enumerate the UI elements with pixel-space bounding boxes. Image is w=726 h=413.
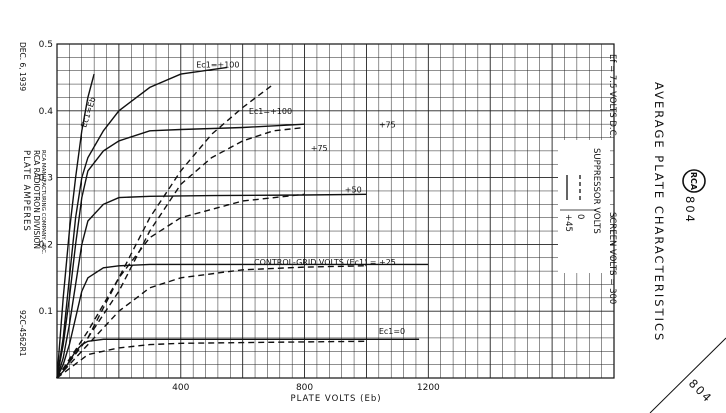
curve-dashed-10 [56, 340, 367, 379]
x-tick-label: 1200 [417, 383, 440, 393]
filament-conditions: Ef = 7.5 VOLTS D.C. [607, 54, 617, 138]
chart-curve-labels: Ec1=+100 Ec1=+100 +75 +75 +50 Ec1=0 [196, 60, 405, 336]
curve-label-3: +75 [311, 144, 328, 153]
curve-label-0: Ec1=+100 [196, 60, 239, 69]
maker-label: RCA RADIOTRON DIVISION [32, 150, 41, 249]
suppressor-header: SUPPRESSOR VOLTS [591, 148, 601, 234]
y-tick-label: 0.5 [39, 40, 53, 50]
x-tick-label: 400 [172, 383, 189, 393]
x-axis-label: PLATE VOLTS (Eb) [290, 394, 381, 404]
curve-label-5: Ec1=0 [379, 327, 405, 336]
curve-label-2: +75 [379, 121, 396, 130]
curve-solid-0 [56, 73, 95, 379]
corner-fold-line [649, 337, 726, 413]
curve-solid-3 [56, 193, 367, 379]
curve-dashed-8 [56, 193, 305, 379]
suppressor-value-2: 0 [575, 214, 585, 219]
curve-solid-2 [56, 123, 305, 379]
family-label: CONTROL-GRID VOLTS (Ec1) = +25 [254, 258, 396, 267]
screen-volts: SCREEN VOLTS = 300 [607, 212, 617, 304]
tube-type: 804 [683, 196, 697, 224]
svg-text:RCA: RCA [689, 172, 698, 191]
curve-label-4: +50 [345, 185, 362, 194]
y-tick-label: 0.4 [39, 107, 54, 117]
envelope-label: Ec1=Eb [79, 96, 97, 129]
chart-curves [56, 66, 429, 379]
curve-dashed-7 [56, 126, 305, 379]
corner-text: 804 [686, 376, 716, 406]
curve-dashed-6 [56, 83, 275, 379]
y-axis-label: PLATE AMPERES [21, 150, 31, 232]
y-tick-label: 0.2 [39, 240, 53, 250]
chart-ticks: 0.1 0.2 0.3 0.4 0.5 400 800 1200 [39, 40, 440, 393]
date-label: DEC. 6, 1939 [18, 42, 27, 91]
chart-grid [56, 43, 615, 379]
curve-label-1: Ec1=+100 [249, 107, 292, 116]
chart-title: AVERAGE PLATE CHARACTERISTICS [652, 82, 666, 342]
curve-dashed-9 [56, 265, 367, 379]
maker-sub-label: RCA MANUFACTURING COMPANY, INC. [40, 150, 46, 255]
curve-solid-1 [56, 66, 228, 379]
y-tick-label: 0.1 [39, 307, 53, 317]
rca-logo: RCA [682, 169, 706, 193]
y-tick-label: 0.3 [39, 174, 53, 184]
drawing-number: 92C-4562R1 [18, 310, 27, 357]
curve-solid-4 [56, 263, 429, 379]
curve-solid-5 [56, 338, 420, 379]
suppressor-legend: SUPPRESSOR VOLTS +45 0 [558, 140, 610, 273]
suppressor-value-1: +45 [563, 214, 573, 232]
plot-frame [56, 43, 615, 379]
x-tick-label: 800 [296, 383, 313, 393]
